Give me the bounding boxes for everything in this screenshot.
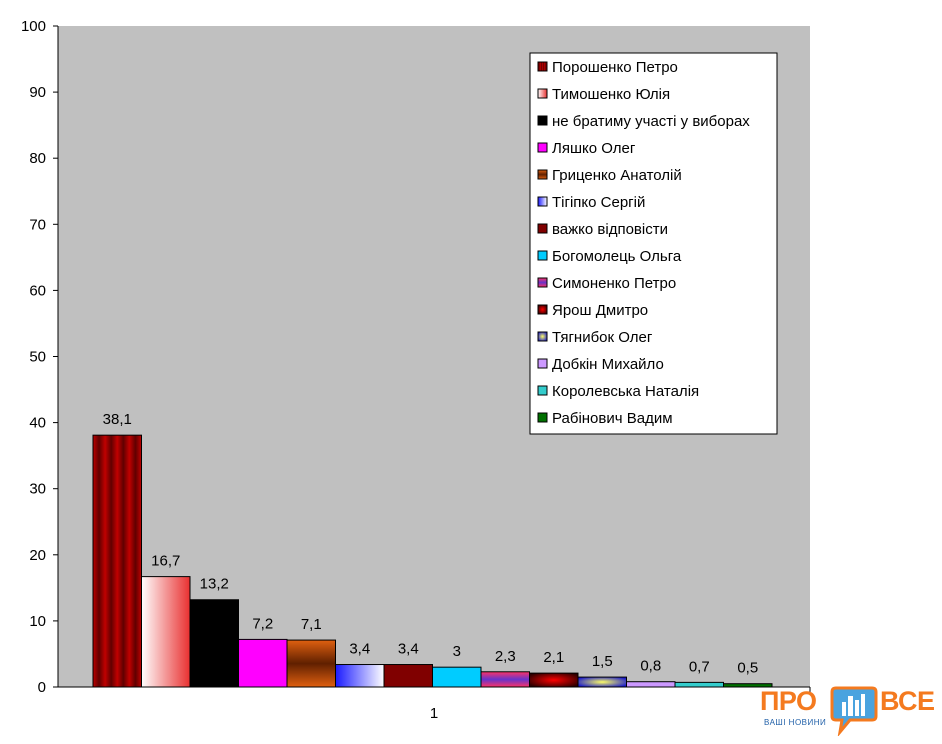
legend-swatch <box>537 88 548 99</box>
legend: Порошенко Петро Тимошенко Юлія не братиму … <box>529 52 778 435</box>
data-label: 38,1 <box>103 411 132 428</box>
bar <box>577 676 627 688</box>
legend-swatch <box>537 331 548 342</box>
data-label: 0,5 <box>737 660 758 677</box>
legend-swatch <box>537 277 548 288</box>
legend-label: Тягнибок Олег <box>552 329 653 346</box>
site-logo: ПРО ВСЕ ВАШІ НОВИНИ <box>760 686 936 740</box>
data-label: 0,7 <box>689 658 710 675</box>
bar <box>92 434 142 688</box>
y-tick-label: 20 <box>29 547 46 564</box>
y-tick-label: 90 <box>29 84 46 101</box>
y-tick-label: 30 <box>29 481 46 498</box>
legend-swatch <box>537 385 548 396</box>
bar <box>723 683 773 688</box>
bar <box>674 681 724 688</box>
data-label: 2,1 <box>543 649 564 666</box>
data-label: 3 <box>453 643 461 660</box>
legend-label: Добкін Михайло <box>552 356 664 373</box>
data-label: 16,7 <box>151 553 180 570</box>
bar <box>238 638 288 688</box>
legend-label: Тимошенко Юлія <box>552 86 670 103</box>
legend-swatch <box>537 223 548 234</box>
bar <box>141 576 191 688</box>
legend-swatch <box>537 115 548 126</box>
legend-swatch <box>537 358 548 369</box>
bar <box>626 681 676 688</box>
legend-swatch <box>537 412 548 423</box>
data-label: 0,8 <box>640 658 661 675</box>
logo-word-right: ВСЕ <box>880 686 935 716</box>
x-tick-label: 1 <box>430 705 438 722</box>
legend-label: Гриценко Анатолій <box>552 167 682 184</box>
legend-swatch <box>537 169 548 180</box>
legend-label: Рабінович Вадим <box>552 410 673 427</box>
y-tick-label: 50 <box>29 349 46 366</box>
legend-label: важко відповісти <box>552 221 668 238</box>
data-label-group: 38,1 16,7 13,2 7,2 7,1 3,4 3,4 3 2,3 2,1 1,5 0,8 0,7… <box>103 411 759 677</box>
y-tick-label: 80 <box>29 150 46 167</box>
logo-speech-bubble-icon <box>830 686 878 736</box>
legend-swatch <box>537 250 548 261</box>
data-label: 3,4 <box>349 641 370 658</box>
logo-word-left: ПРО <box>760 686 817 716</box>
legend-swatch <box>537 304 548 315</box>
legend-swatch <box>537 196 548 207</box>
legend-label: Симоненко Петро <box>552 275 676 292</box>
legend-swatch <box>537 61 548 72</box>
logo-tagline: ВАШІ НОВИНИ <box>764 718 827 727</box>
bar <box>383 664 433 688</box>
bar <box>480 671 530 688</box>
y-tick-label: 0 <box>38 679 46 696</box>
y-tick-label: 100 <box>21 18 46 35</box>
bar-group <box>92 434 773 688</box>
bar <box>529 672 579 688</box>
data-label: 7,2 <box>252 615 273 632</box>
y-tick-label: 40 <box>29 415 46 432</box>
legend-label: не братиму участі у виборах <box>552 113 750 130</box>
y-tick-label: 70 <box>29 216 46 233</box>
legend-label: Порошенко Петро <box>552 59 678 76</box>
legend-label: Тігіпко Сергій <box>552 194 645 211</box>
bar <box>189 599 239 688</box>
legend-box <box>529 52 778 435</box>
bar <box>432 666 482 688</box>
data-label: 3,4 <box>398 641 419 658</box>
legend-label: Ляшко Олег <box>552 140 636 157</box>
y-tick-label: 60 <box>29 282 46 299</box>
bar <box>335 664 385 688</box>
legend-label: Королевська Наталія <box>552 383 699 400</box>
data-label: 13,2 <box>200 576 229 593</box>
legend-label: Ярош Дмитро <box>552 302 648 319</box>
bar <box>286 639 336 688</box>
y-tick-label: 10 <box>29 613 46 630</box>
data-label: 7,1 <box>301 616 322 633</box>
legend-swatch <box>537 142 548 153</box>
data-label: 1,5 <box>592 653 613 670</box>
legend-label: Богомолець Ольга <box>552 248 682 265</box>
data-label: 2,3 <box>495 648 516 665</box>
